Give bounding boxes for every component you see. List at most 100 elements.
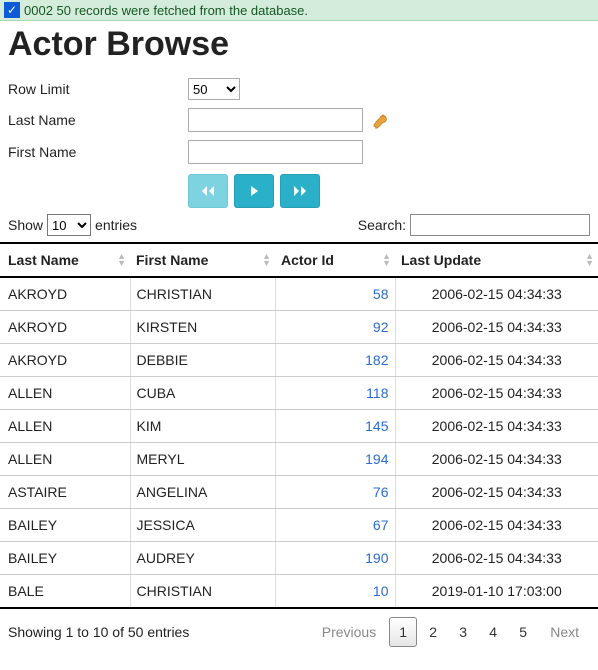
actor-table: Last Name▲▼ First Name▲▼ Actor Id▲▼ Last… [0, 242, 598, 609]
key-icon [369, 110, 389, 130]
last-name-row: Last Name [0, 104, 598, 136]
actor-id-link[interactable]: 145 [365, 418, 388, 434]
length-control: Show 10 entries [8, 214, 137, 236]
cell-actor-id: 67 [275, 509, 395, 542]
row-limit-label: Row Limit [8, 81, 188, 97]
next-page-button[interactable] [280, 174, 320, 208]
actor-id-link[interactable]: 118 [366, 385, 388, 401]
sort-icon: ▲▼ [117, 253, 126, 267]
cell-last-name: ASTAIRE [0, 476, 130, 509]
table-row: BALECHRISTIAN 10 2019-01-10 17:03:00 [0, 575, 598, 609]
actor-id-link[interactable]: 194 [365, 451, 388, 467]
cell-first-name: CHRISTIAN [130, 575, 275, 609]
cell-last-update: 2006-02-15 04:34:33 [395, 443, 598, 476]
th-first-name[interactable]: First Name▲▼ [130, 243, 275, 277]
pager-page-1[interactable]: 1 [389, 617, 417, 647]
double-right-icon [293, 186, 307, 196]
cell-last-update: 2006-02-15 04:34:33 [395, 509, 598, 542]
cell-last-update: 2006-02-15 04:34:33 [395, 277, 598, 311]
table-row: AKROYDCHRISTIAN 58 2006-02-15 04:34:33 [0, 277, 598, 311]
actor-id-link[interactable]: 76 [373, 484, 389, 500]
th-last-name[interactable]: Last Name▲▼ [0, 243, 130, 277]
table-row: ALLENMERYL 194 2006-02-15 04:34:33 [0, 443, 598, 476]
search-control: Search: [358, 214, 590, 236]
cell-last-name: BAILEY [0, 509, 130, 542]
table-row: ALLENKIM 145 2006-02-15 04:34:33 [0, 410, 598, 443]
search-input[interactable] [410, 214, 590, 236]
cell-first-name: KIRSTEN [130, 311, 275, 344]
cell-actor-id: 92 [275, 311, 395, 344]
actor-id-link[interactable]: 190 [365, 550, 388, 566]
cell-last-update: 2006-02-15 04:34:33 [395, 377, 598, 410]
table-row: BAILEYAUDREY1902006-02-15 04:34:33 [0, 542, 598, 575]
actor-id-link[interactable]: 10 [373, 583, 389, 599]
cell-actor-id: 10 [275, 575, 395, 609]
nav-button-row [0, 168, 598, 212]
cell-first-name: JESSICA [130, 509, 275, 542]
cell-first-name: ANGELINA [130, 476, 275, 509]
cell-last-update: 2006-02-15 04:34:33 [395, 410, 598, 443]
row-limit-row: Row Limit 50 [0, 74, 598, 104]
pager-page-5[interactable]: 5 [509, 617, 537, 647]
status-bar: ✓ 0002 50 records were fetched from the … [0, 0, 598, 21]
first-page-button[interactable] [188, 174, 228, 208]
actor-id-link[interactable]: 92 [373, 319, 389, 335]
cell-last-update: 2006-02-15 04:34:33 [395, 542, 598, 575]
cell-actor-id: 190 [275, 542, 395, 575]
cell-last-name: ALLEN [0, 377, 130, 410]
status-code: 0002 [24, 3, 53, 18]
actor-id-link[interactable]: 58 [373, 286, 389, 302]
datatable-top: Show 10 entries Search: [0, 212, 598, 242]
table-header-row: Last Name▲▼ First Name▲▼ Actor Id▲▼ Last… [0, 243, 598, 277]
show-suffix: entries [95, 217, 137, 233]
cell-first-name: CHRISTIAN [130, 277, 275, 311]
actor-id-link[interactable]: 67 [373, 517, 389, 533]
sort-icon: ▲▼ [262, 253, 271, 267]
cell-last-update: 2006-02-15 04:34:33 [395, 476, 598, 509]
cell-last-name: BALE [0, 575, 130, 609]
cell-first-name: DEBBIE [130, 344, 275, 377]
last-name-label: Last Name [8, 112, 188, 128]
table-row: ALLENCUBA 118 2006-02-15 04:34:33 [0, 377, 598, 410]
datatable-bottom: Showing 1 to 10 of 50 entries Previous12… [0, 609, 598, 655]
first-name-label: First Name [8, 144, 188, 160]
status-text: 0002 50 records were fetched from the da… [24, 3, 308, 18]
cell-last-update: 2006-02-15 04:34:33 [395, 344, 598, 377]
cell-actor-id: 182 [275, 344, 395, 377]
table-info: Showing 1 to 10 of 50 entries [8, 624, 189, 640]
show-select[interactable]: 10 [47, 214, 91, 236]
cell-actor-id: 194 [275, 443, 395, 476]
cell-first-name: KIM [130, 410, 275, 443]
cell-last-name: AKROYD [0, 311, 130, 344]
play-button[interactable] [234, 174, 274, 208]
last-name-input[interactable] [188, 108, 363, 132]
th-last-update[interactable]: Last Update▲▼ [395, 243, 598, 277]
th-actor-id[interactable]: Actor Id▲▼ [275, 243, 395, 277]
pager-next[interactable]: Next [539, 617, 590, 647]
cell-last-name: ALLEN [0, 410, 130, 443]
table-row: AKROYDDEBBIE 182 2006-02-15 04:34:33 [0, 344, 598, 377]
sort-icon: ▲▼ [382, 253, 391, 267]
first-name-row: First Name [0, 136, 598, 168]
cell-last-name: AKROYD [0, 344, 130, 377]
pager: Previous12345Next [311, 617, 590, 647]
search-label: Search: [358, 217, 406, 233]
cell-last-name: BAILEY [0, 542, 130, 575]
pager-page-2[interactable]: 2 [419, 617, 447, 647]
cell-last-update: 2019-01-10 17:03:00 [395, 575, 598, 609]
cell-first-name: CUBA [130, 377, 275, 410]
first-name-input[interactable] [188, 140, 363, 164]
cell-last-name: AKROYD [0, 277, 130, 311]
row-limit-select[interactable]: 50 [188, 78, 240, 100]
table-row: BAILEYJESSICA 67 2006-02-15 04:34:33 [0, 509, 598, 542]
actor-id-link[interactable]: 182 [365, 352, 388, 368]
pager-page-4[interactable]: 4 [479, 617, 507, 647]
cell-first-name: MERYL [130, 443, 275, 476]
table-row: AKROYDKIRSTEN922006-02-15 04:34:33 [0, 311, 598, 344]
pager-previous[interactable]: Previous [311, 617, 387, 647]
cell-last-name: ALLEN [0, 443, 130, 476]
cell-actor-id: 58 [275, 277, 395, 311]
table-row: ASTAIREANGELINA 76 2006-02-15 04:34:33 [0, 476, 598, 509]
pager-page-3[interactable]: 3 [449, 617, 477, 647]
double-left-icon [201, 186, 215, 196]
